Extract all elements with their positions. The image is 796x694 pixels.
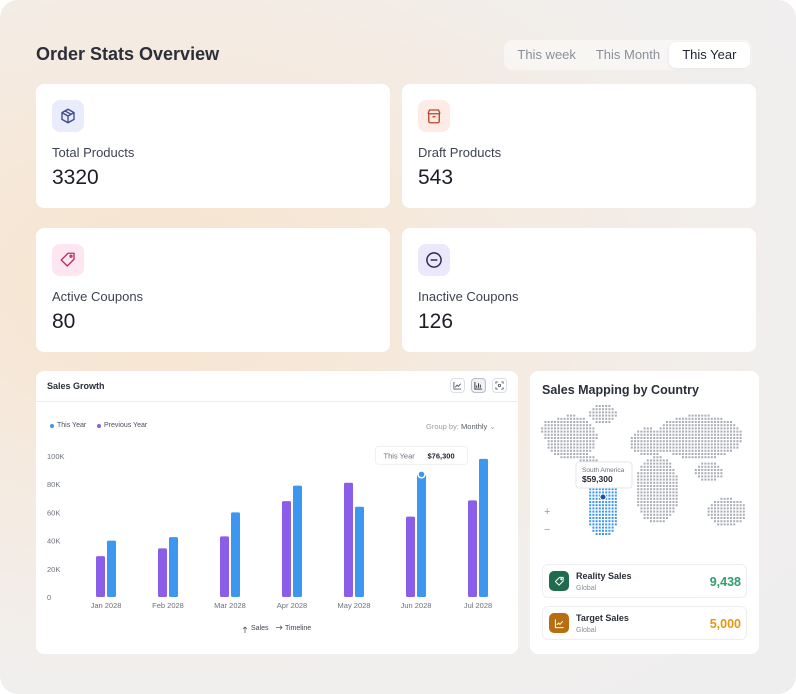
bar-this-year[interactable] [479, 458, 488, 597]
group-by-select[interactable]: Group by: Monthly ⌄ [426, 422, 496, 431]
x-tick-label: Jul 2028 [464, 601, 492, 610]
tab-this-week[interactable]: This week [517, 47, 576, 62]
trend-chart-icon [549, 613, 569, 633]
y-tick-label: 80K [47, 480, 60, 489]
sales-mapping-card: Sales Mapping by Country South America $5… [530, 371, 759, 654]
sales-growth-title: Sales Growth [47, 381, 105, 391]
stat-card-draft-products: Draft Products 543 [402, 84, 756, 208]
legend-dot [97, 423, 101, 428]
arrow-up-icon [242, 626, 248, 633]
axis-legend: Sales Timeline [242, 625, 311, 633]
divider [36, 401, 518, 402]
group-by-value: Monthly [461, 422, 488, 431]
legend-label: Previous Year [104, 422, 148, 429]
bar-this-year[interactable] [355, 506, 364, 597]
stat-value: 3320 [52, 166, 99, 189]
reality-sales-row: Reality Sales Global 9,438 [542, 564, 747, 598]
bar-previous-year[interactable] [344, 482, 353, 597]
bar-previous-year[interactable] [468, 500, 477, 597]
bar-this-year[interactable] [417, 474, 426, 597]
arrow-right-icon [276, 625, 283, 630]
box-icon [52, 100, 84, 132]
legend-dot [50, 423, 54, 428]
bar-chart-toggle[interactable] [471, 378, 486, 393]
x-tick-label: Jan 2028 [91, 601, 122, 610]
x-tick-label: May 2028 [338, 601, 371, 610]
chevron-down-icon: ⌄ [489, 422, 496, 431]
map-tooltip [575, 461, 633, 489]
stat-value: 80 [52, 310, 76, 333]
stat-label: Active Coupons [52, 289, 144, 304]
tooltip-marker [417, 470, 426, 479]
bar-this-year[interactable] [107, 540, 116, 597]
stat-card-total-products: Total Products 3320 [36, 84, 390, 208]
chart-tooltip [375, 445, 468, 465]
x-tick-label: Apr 2028 [277, 601, 307, 610]
sales-mapping-title: Sales Mapping by Country [542, 383, 699, 397]
sales-growth-card: Sales Growth This Year Previous Year Gro… [36, 371, 518, 654]
tooltip-value: $76,300 [428, 451, 455, 460]
map-marker [599, 493, 607, 501]
stat-label: Inactive Coupons [418, 289, 519, 304]
bar-previous-year[interactable] [406, 516, 415, 597]
bar-previous-year[interactable] [282, 501, 291, 597]
x-tick-label: Mar 2028 [214, 601, 246, 610]
legend-label: This Year [57, 422, 87, 429]
x-axis-legend: Timeline [285, 625, 311, 632]
map-tooltip-region: South America [582, 467, 625, 474]
world-map: South America$59,300 [541, 405, 745, 535]
stat-label: Draft Products [418, 145, 502, 160]
y-axis-legend: Sales [251, 625, 269, 632]
tab-this-year[interactable]: This Year [668, 42, 750, 68]
page-title: Order Stats Overview [36, 44, 220, 64]
stat-card-active-coupons: Active Coupons 80 [36, 228, 390, 352]
y-tick-label: 100K [47, 452, 65, 461]
bar-this-year[interactable] [231, 512, 240, 597]
group-by-label: Group by: [426, 422, 459, 431]
tag-icon [549, 571, 569, 591]
stat-value: 543 [418, 166, 454, 189]
zoom-out-button[interactable]: − [544, 524, 551, 536]
sale-subtitle: Global [576, 627, 597, 634]
tooltip-label: This Year [384, 451, 416, 460]
stat-label: Total Products [52, 145, 135, 160]
y-tick-label: 0 [47, 593, 51, 602]
minus-circle-icon [418, 244, 450, 276]
y-tick-label: 40K [47, 537, 60, 546]
target-sales-row: Target Sales Global 5,000 [542, 606, 747, 640]
map-tooltip-value: $59,300 [582, 474, 613, 484]
map-dots [541, 405, 745, 535]
stat-card-inactive-coupons: Inactive Coupons 126 [402, 228, 756, 352]
x-tick-label: Jun 2028 [401, 601, 432, 610]
legend-this-year: This Year [50, 422, 86, 429]
zoom-in-button[interactable]: + [544, 506, 551, 518]
stat-value: 126 [418, 310, 454, 333]
bar-previous-year[interactable] [220, 536, 229, 597]
sales-growth-chart: 100K 80K 60K 40K 20K 0 Jan 2028 Feb 2028 Mar 202… [47, 445, 492, 633]
y-tick-label: 20K [47, 565, 60, 574]
line-chart-toggle[interactable] [450, 378, 465, 393]
sale-value: 5,000 [709, 617, 741, 631]
y-tick-label: 60K [47, 508, 60, 517]
bar-previous-year[interactable] [96, 556, 105, 597]
sale-value: 9,438 [709, 575, 741, 589]
tab-this-month[interactable]: This Month [595, 47, 661, 62]
archive-icon [418, 100, 450, 132]
sale-subtitle: Global [576, 585, 597, 592]
tag-icon [52, 244, 84, 276]
period-tabs: This week This Month This Year [504, 40, 752, 70]
sale-name: Target Sales [576, 613, 629, 623]
bar-this-year[interactable] [169, 537, 178, 597]
bar-this-year[interactable] [293, 485, 302, 597]
bar-previous-year[interactable] [158, 548, 167, 597]
fullscreen-toggle[interactable] [492, 378, 507, 393]
x-tick-label: Feb 2028 [152, 601, 184, 610]
legend-previous-year: Previous Year [97, 422, 147, 429]
sale-name: Reality Sales [576, 571, 632, 581]
